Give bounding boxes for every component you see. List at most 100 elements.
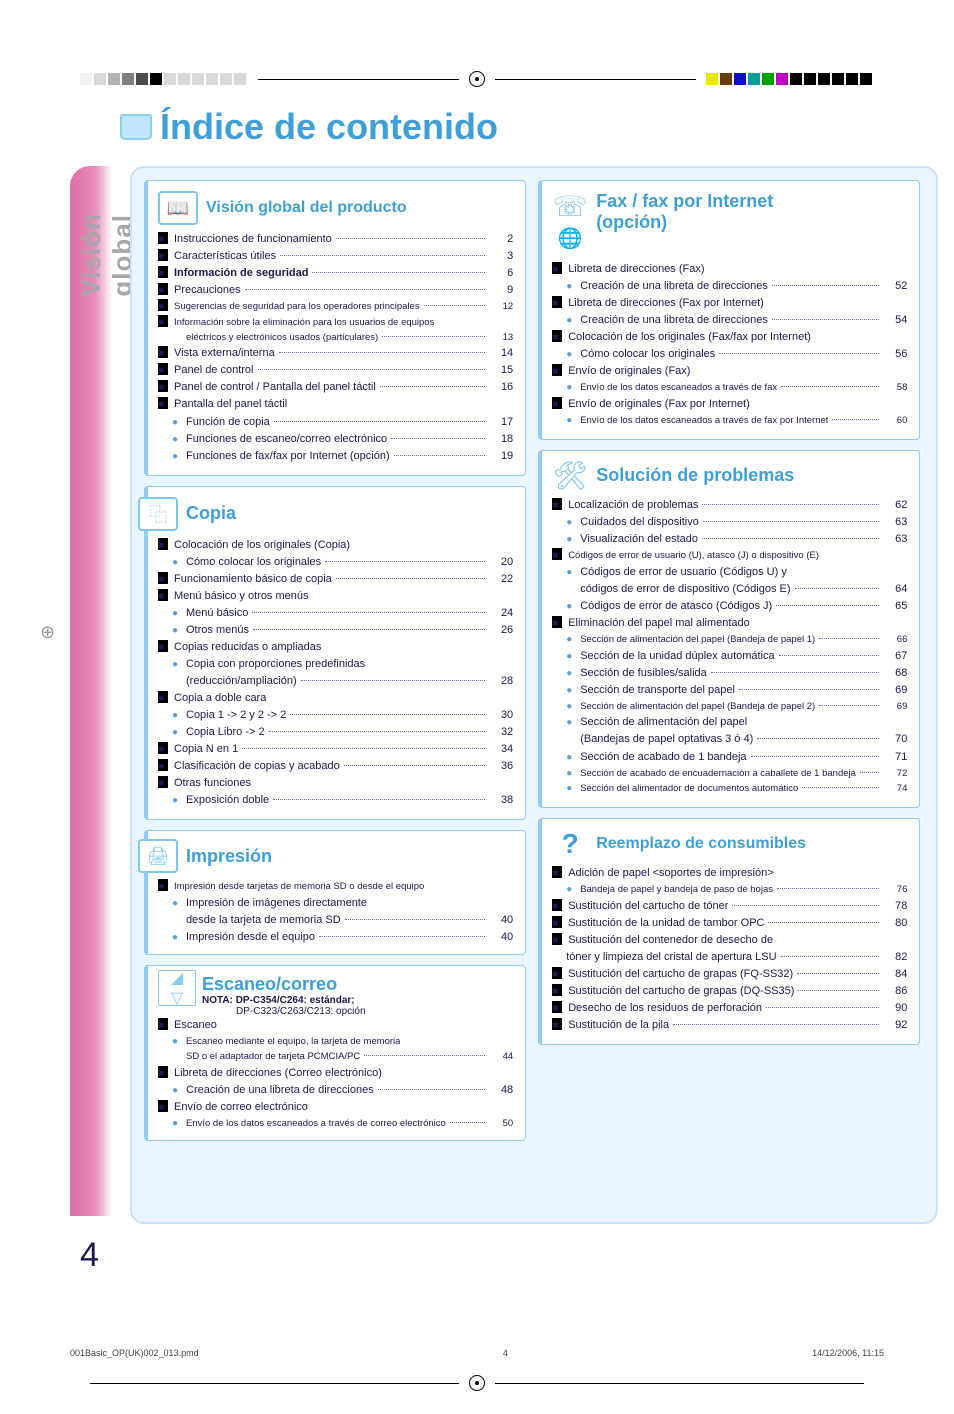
- toc-row[interactable]: eléctricos y electrónicos usados (partic…: [158, 331, 513, 346]
- toc-row[interactable]: Menú básico y otros menús: [158, 588, 513, 605]
- toc-row[interactable]: Sustitución del cartucho de tóner78: [552, 898, 907, 915]
- toc-row[interactable]: Libreta de direcciones (Fax por Internet…: [552, 295, 907, 312]
- toc-row[interactable]: Impresión de imágenes directamente: [158, 895, 513, 912]
- toc-row[interactable]: Sección de alimentación del papel (Bande…: [552, 632, 907, 648]
- toc-row[interactable]: SD o el adaptador de tarjeta PCMCIA/PC44: [158, 1050, 513, 1065]
- toc-content: 📖 Visión global del producto Instruccion…: [130, 166, 938, 1224]
- toc-row[interactable]: Copias reducidas o ampliadas: [158, 639, 513, 656]
- toc-row[interactable]: (reducción/ampliación)28: [158, 673, 513, 690]
- toc-label: Colocación de los originales (Copia): [174, 537, 350, 554]
- toc-row[interactable]: Copia a doble cara: [158, 690, 513, 707]
- toc-row[interactable]: Sección de alimentación del papel: [552, 714, 907, 731]
- toc-row[interactable]: Sugerencias de seguridad para los operad…: [158, 299, 513, 315]
- toc-row[interactable]: Libreta de direcciones (Fax): [552, 261, 907, 278]
- toc-label: Bandeja de papel y bandeja de paso de ho…: [580, 883, 773, 898]
- toc-row[interactable]: Funciones de fax/fax por Internet (opció…: [158, 448, 513, 465]
- toc-row[interactable]: Sustitución del contenedor de desecho de: [552, 932, 907, 949]
- toc-row[interactable]: Cómo colocar los originales20: [158, 554, 513, 571]
- toc-row[interactable]: Sección de acabado de encuadernación a c…: [552, 766, 907, 782]
- toc-row[interactable]: Sección de la unidad dúplex automática67: [552, 648, 907, 665]
- toc-row[interactable]: Instrucciones de funcionamiento2: [158, 231, 513, 248]
- toc-row[interactable]: Bandeja de papel y bandeja de paso de ho…: [552, 882, 907, 898]
- card-title-line2: (opción): [596, 212, 773, 233]
- toc-row[interactable]: Sección de fusibles/salida68: [552, 665, 907, 682]
- toc-row[interactable]: Creación de una libreta de direcciones52: [552, 278, 907, 295]
- toc-row[interactable]: Envío de originales (Fax): [552, 363, 907, 380]
- toc-row[interactable]: Códigos de error de atasco (Códigos J)65: [552, 598, 907, 615]
- toc-row[interactable]: Envío de los datos escaneados a través d…: [552, 380, 907, 396]
- toc-row[interactable]: Escaneo mediante el equipo, la tarjeta d…: [158, 1034, 513, 1050]
- toc-row[interactable]: Vista externa/interna14: [158, 345, 513, 362]
- toc-row[interactable]: Impresión desde el equipo40: [158, 929, 513, 946]
- toc-row[interactable]: Sección de acabado de 1 bandeja71: [552, 749, 907, 766]
- toc-label: Precauciones: [174, 282, 241, 299]
- toc-row[interactable]: Envío de los datos escaneados a través d…: [552, 413, 907, 429]
- toc-row[interactable]: Funciones de escaneo/correo electrónico1…: [158, 431, 513, 448]
- toc-row[interactable]: Clasificación de copias y acabado36: [158, 758, 513, 775]
- toc-page-num: 68: [883, 665, 907, 682]
- toc-row[interactable]: Envío de originales (Fax por Internet): [552, 396, 907, 413]
- toc-page-num: 78: [883, 898, 907, 915]
- toc-row[interactable]: Precauciones9: [158, 282, 513, 299]
- toc-row[interactable]: Información de seguridad6: [158, 265, 513, 282]
- leader-dots: [274, 421, 485, 422]
- toc-row[interactable]: Códigos de error de usuario (U), atasco …: [552, 548, 907, 564]
- toc-page-num: 69: [883, 682, 907, 699]
- toc-row[interactable]: Información sobre la eliminación para lo…: [158, 315, 513, 331]
- toc-row[interactable]: Otras funciones: [158, 775, 513, 792]
- toc-row[interactable]: códigos de error de dispositivo (Códigos…: [552, 581, 907, 598]
- toc-row[interactable]: Sección del alimentador de documentos au…: [552, 781, 907, 797]
- toc-row[interactable]: Sección de transporte del papel69: [552, 682, 907, 699]
- globe-icon: 🌐: [552, 223, 588, 253]
- toc-row[interactable]: Cómo colocar los originales56: [552, 346, 907, 363]
- toc-row[interactable]: Panel de control15: [158, 362, 513, 379]
- toc-row[interactable]: Creación de una libreta de direcciones54: [552, 312, 907, 329]
- toc-row[interactable]: Sustitución de la unidad de tambor OPC80: [552, 915, 907, 932]
- toc-row[interactable]: (Bandejas de papel optativas 3 ó 4)70: [552, 731, 907, 748]
- toc-row[interactable]: Adición de papel <soportes de impresión>: [552, 865, 907, 882]
- toc-row[interactable]: Copia con proporciones predefinidas: [158, 656, 513, 673]
- toc-row[interactable]: Impresión desde tarjetas de memoria SD o…: [158, 879, 513, 895]
- leader-dots: [245, 289, 486, 290]
- toc-row[interactable]: Visualización del estado63: [552, 531, 907, 548]
- toc-page-num: 64: [883, 581, 907, 598]
- toc-label: Sección de alimentación del papel (Bande…: [580, 700, 815, 715]
- toc-row[interactable]: Exposición doble38: [158, 792, 513, 809]
- toc-row[interactable]: Envío de los datos escaneados a través d…: [158, 1116, 513, 1132]
- square-marker-icon: [158, 266, 168, 278]
- toc-row[interactable]: Pantalla del panel táctil: [158, 396, 513, 413]
- toc-row[interactable]: Función de copia17: [158, 414, 513, 431]
- reg-marks-bottom: [0, 1366, 954, 1400]
- toc-row[interactable]: Colocación de los originales (Fax/fax po…: [552, 329, 907, 346]
- toc-row[interactable]: Panel de control / Pantalla del panel tá…: [158, 379, 513, 396]
- toc-row[interactable]: Características útiles3: [158, 248, 513, 265]
- toc-row[interactable]: Desecho de los residuos de perforación90: [552, 1000, 907, 1017]
- toc-label: Envío de los datos escaneados a través d…: [580, 414, 828, 429]
- toc-page-num: 14: [489, 345, 513, 362]
- toc-row[interactable]: tóner y limpieza del cristal de apertura…: [552, 949, 907, 966]
- toc-label: Desecho de los residuos de perforación: [568, 1000, 762, 1017]
- toc-row[interactable]: Localización de problemas62: [552, 497, 907, 514]
- toc-row[interactable]: Eliminación del papel mal alimentado: [552, 615, 907, 632]
- toc-row[interactable]: Códigos de error de usuario (Códigos U) …: [552, 564, 907, 581]
- toc-row[interactable]: Copia Libro -> 232: [158, 724, 513, 741]
- toc-row[interactable]: Escaneo: [158, 1017, 513, 1034]
- toc-row[interactable]: Otros menús26: [158, 622, 513, 639]
- toc-row[interactable]: Cuidados del dispositivo63: [552, 514, 907, 531]
- toc-page-num: 69: [883, 700, 907, 715]
- toc-row[interactable]: Copia 1 -> 2 y 2 -> 230: [158, 707, 513, 724]
- toc-row[interactable]: Sustitución de la pila92: [552, 1017, 907, 1034]
- toc-row[interactable]: Sustitución del cartucho de grapas (FQ-S…: [552, 966, 907, 983]
- toc-row[interactable]: Envío de correo electrónico: [158, 1099, 513, 1116]
- toc-row[interactable]: Colocación de los originales (Copia): [158, 537, 513, 554]
- toc-row[interactable]: Menú básico24: [158, 605, 513, 622]
- toc-row[interactable]: Libreta de direcciones (Correo electróni…: [158, 1065, 513, 1082]
- toc-row[interactable]: desde la tarjeta de memoria SD40: [158, 912, 513, 929]
- toc-page-num: 38: [489, 792, 513, 809]
- toc-row[interactable]: Sustitución del cartucho de grapas (DQ-S…: [552, 983, 907, 1000]
- leader-dots: [802, 787, 879, 788]
- toc-row[interactable]: Creación de una libreta de direcciones48: [158, 1082, 513, 1099]
- toc-row[interactable]: Sección de alimentación del papel (Bande…: [552, 699, 907, 715]
- toc-row[interactable]: Funcionamiento básico de copia22: [158, 571, 513, 588]
- toc-row[interactable]: Copia N en 134: [158, 741, 513, 758]
